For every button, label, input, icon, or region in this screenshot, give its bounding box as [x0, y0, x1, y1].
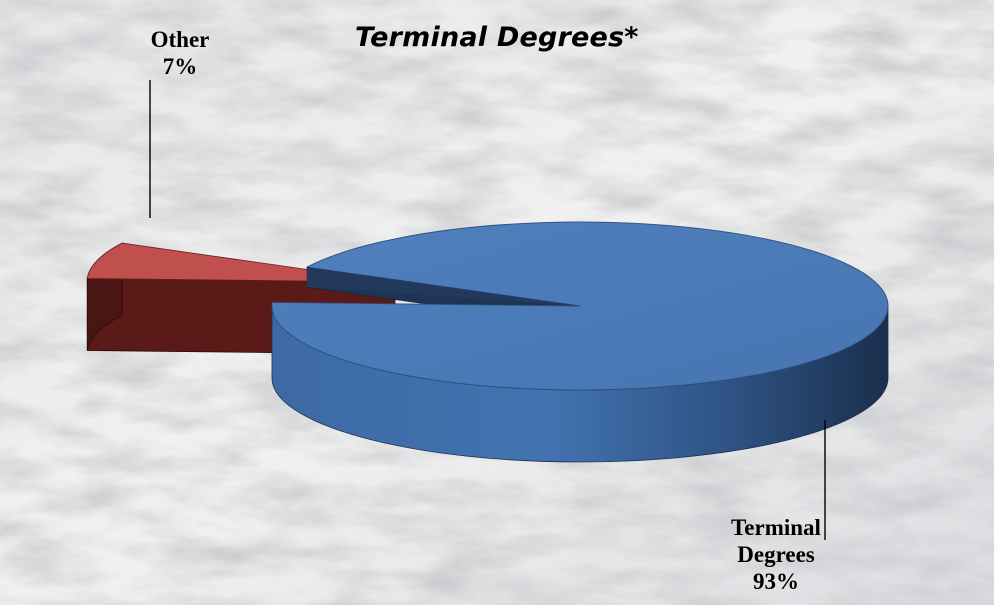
pie-slice-terminal-degrees-notch-shadow	[307, 267, 580, 306]
pie-slice-terminal-degrees	[271, 221, 889, 391]
data-label-terminal-name-2: Degrees	[737, 542, 815, 567]
data-label-terminal-degrees: Terminal Degrees 93%	[716, 514, 836, 595]
data-label-terminal-value: 93%	[753, 569, 799, 594]
data-label-other-value: 7%	[162, 54, 198, 79]
data-label-other: Other 7%	[130, 26, 230, 80]
data-label-terminal-name-1: Terminal	[731, 515, 821, 540]
chart-title: Terminal Degrees*	[355, 22, 639, 53]
data-label-other-name: Other	[150, 27, 210, 52]
